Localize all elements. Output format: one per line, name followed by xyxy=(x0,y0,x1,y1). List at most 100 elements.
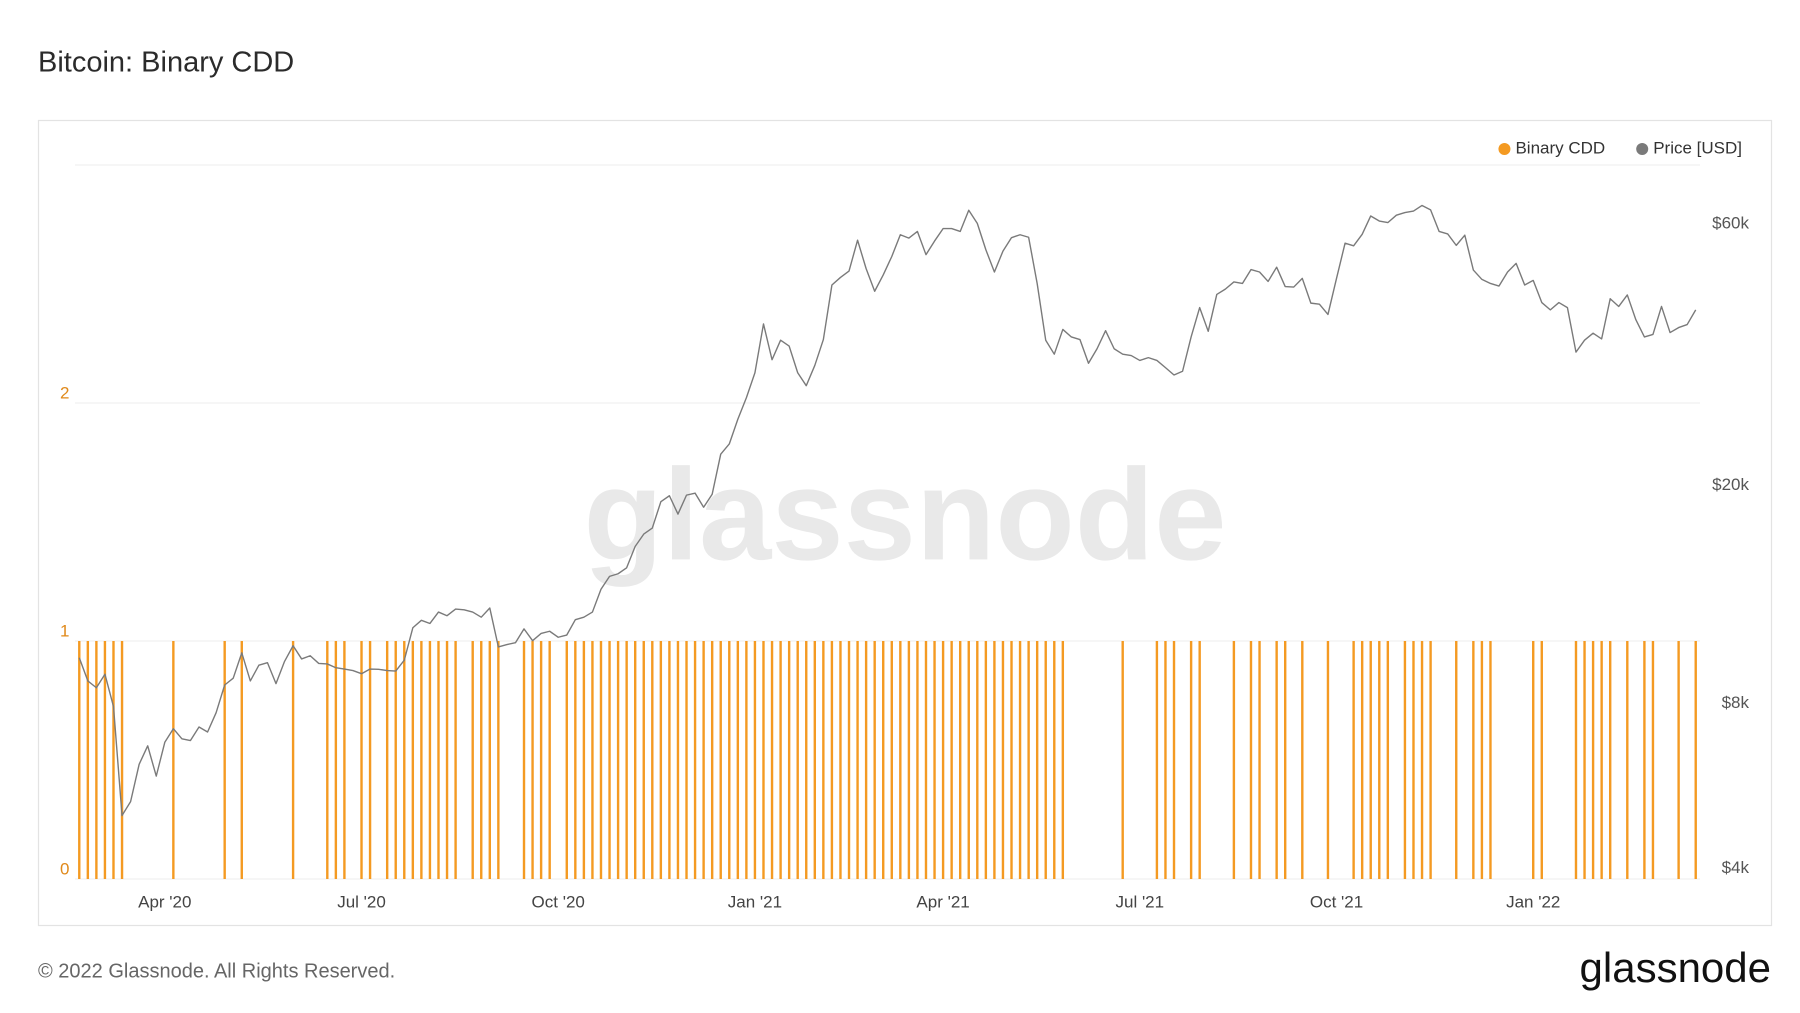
bar xyxy=(702,641,705,879)
bar xyxy=(847,641,851,879)
bar xyxy=(1326,641,1330,879)
bar xyxy=(1018,641,1022,879)
bar xyxy=(1651,641,1655,879)
bar xyxy=(1249,641,1253,879)
y-tick-label: 1 xyxy=(60,621,69,640)
bar xyxy=(223,641,226,879)
x-tick-label: Apr '21 xyxy=(916,892,969,911)
bar xyxy=(437,641,440,879)
bar xyxy=(172,641,175,879)
bar xyxy=(368,641,372,879)
bar xyxy=(710,641,714,879)
bar xyxy=(1121,641,1124,879)
bar xyxy=(1532,641,1535,879)
legend-label: Binary CDD xyxy=(1515,138,1605,157)
bar xyxy=(385,641,389,879)
bar xyxy=(1172,641,1176,879)
bar xyxy=(1155,641,1159,879)
bar xyxy=(1412,641,1415,879)
legend-label: Price [USD] xyxy=(1653,138,1742,157)
bar xyxy=(1061,641,1065,879)
bar xyxy=(120,641,124,879)
bar xyxy=(685,641,688,879)
bar xyxy=(86,641,90,879)
x-tick-label: Oct '21 xyxy=(1310,892,1363,911)
bar xyxy=(1198,641,1201,879)
bar xyxy=(616,641,620,879)
bar xyxy=(1626,641,1629,879)
bar xyxy=(103,641,107,879)
bar xyxy=(112,641,115,879)
bar xyxy=(1232,641,1236,879)
bar xyxy=(779,641,782,879)
bar xyxy=(565,641,568,879)
y-tick-label: 2 xyxy=(60,383,69,402)
bar xyxy=(497,641,500,879)
bar xyxy=(728,641,731,879)
bar xyxy=(1053,641,1056,879)
bar xyxy=(574,641,577,879)
bar xyxy=(1583,641,1586,879)
bar xyxy=(993,641,996,879)
y2-tick-label: $4k xyxy=(1722,858,1750,877)
bar xyxy=(1258,641,1261,879)
watermark: glassnode xyxy=(584,441,1227,587)
bar xyxy=(1608,641,1612,879)
chart-title: Bitcoin: Binary CDD xyxy=(38,47,294,79)
bar xyxy=(745,641,748,879)
bar xyxy=(762,641,765,879)
bar xyxy=(958,641,962,879)
bar xyxy=(882,641,885,879)
bar xyxy=(1275,641,1278,879)
bar xyxy=(326,641,329,879)
bar xyxy=(984,641,988,879)
bar xyxy=(1472,641,1475,879)
bar xyxy=(522,641,526,879)
bar xyxy=(753,641,757,879)
bar xyxy=(1489,641,1492,879)
bar xyxy=(1455,641,1458,879)
bar xyxy=(531,641,534,879)
legend-swatch xyxy=(1498,143,1511,155)
bar xyxy=(1429,641,1432,879)
bar xyxy=(1386,641,1390,879)
bar xyxy=(1643,641,1646,879)
bar xyxy=(830,641,834,879)
bar xyxy=(360,641,363,879)
bar xyxy=(420,641,423,879)
y2-tick-label: $8k xyxy=(1722,693,1750,712)
bar xyxy=(1677,641,1680,879)
bar xyxy=(403,641,406,879)
bar xyxy=(1540,641,1543,879)
bar xyxy=(899,641,902,879)
bar xyxy=(608,641,611,879)
y2-tick-label: $20k xyxy=(1712,475,1749,494)
bar xyxy=(445,641,449,879)
bar xyxy=(539,641,543,879)
bar xyxy=(1694,641,1697,879)
bar xyxy=(796,641,799,879)
x-tick-label: Jul '21 xyxy=(1115,892,1164,911)
bar xyxy=(1189,641,1193,879)
bar xyxy=(591,641,594,879)
bar xyxy=(668,641,671,879)
bar xyxy=(933,641,936,879)
bar xyxy=(736,641,740,879)
bar xyxy=(240,641,243,879)
bar xyxy=(864,641,868,879)
bar xyxy=(488,641,492,879)
bar xyxy=(625,641,628,879)
bar xyxy=(907,641,911,879)
bar xyxy=(1010,641,1013,879)
bar xyxy=(343,641,346,879)
bar xyxy=(394,641,397,879)
plot-area: 0 1 2 $4k $8k $20k $60k Apr '20 Jul '20 Oct '20 Ja… xyxy=(60,138,1749,911)
bar xyxy=(1369,641,1372,879)
bar xyxy=(659,641,663,879)
bar xyxy=(693,641,697,879)
y-tick-label: 0 xyxy=(60,859,69,878)
bar xyxy=(719,641,722,879)
x-tick-label: Oct '20 xyxy=(532,892,585,911)
bar xyxy=(916,641,919,879)
